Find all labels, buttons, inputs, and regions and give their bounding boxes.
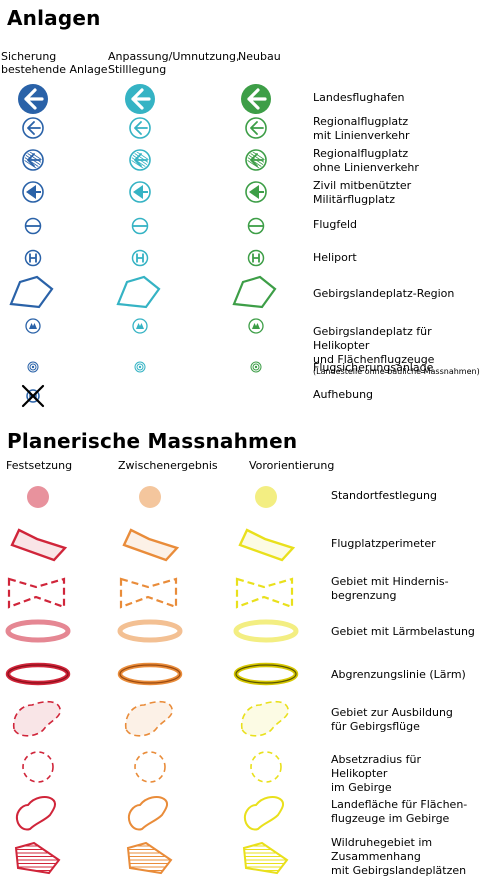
site-dot-icon (27, 486, 49, 508)
label-hindernisbegrenzung: Gebiet mit Hindernis- begrenzung (331, 575, 449, 602)
airfield-icon (131, 217, 149, 235)
label-standortfestlegung: Standortfestlegung (331, 489, 437, 502)
airfield-regional-hatched-icon (129, 149, 151, 171)
noise-boundary-icon (117, 662, 183, 686)
airfield-icon (24, 217, 42, 235)
airfield-regional-icon (245, 117, 267, 139)
perimeter-polygon-icon (10, 528, 68, 562)
training-area-icon (124, 700, 173, 737)
perimeter-polygon-icon (122, 528, 180, 562)
noise-boundary-icon (5, 662, 71, 686)
column-header-zwischenergebnis: Zwischenergebnis (118, 459, 218, 472)
label-landeflaeche: Landefläche für Flächen- flugzeuge im Ge… (331, 798, 468, 825)
drop-radius-icon (250, 751, 282, 783)
label-ausbildung-gebirgsfluege: Gebiet zur Ausbildung für Gebirgsflüge (331, 706, 453, 733)
mountain-region-polygon-icon (232, 275, 277, 309)
label-flugplatzperimeter: Flugplatzperimeter (331, 537, 436, 550)
abolition-cross-icon (21, 384, 45, 408)
mountain-region-polygon-icon (9, 275, 54, 309)
heliport-icon (24, 249, 42, 267)
air-navigation-icon (250, 361, 262, 373)
column-header-anpassung: Anpassung/Umnutzung, Stilllegung (108, 50, 240, 76)
drop-radius-icon (22, 751, 54, 783)
mountain-landing-icon (25, 318, 41, 334)
military-airfield-icon (245, 181, 267, 203)
airfield-regional-hatched-icon (245, 149, 267, 171)
column-header-vororientierung: Vororientierung (249, 459, 335, 472)
label-regional-mit: Regionalflugplatz mit Linienverkehr (313, 115, 410, 142)
label-abgrenzungslinie: Abgrenzungslinie (Lärm) (331, 668, 466, 681)
label-militaer: Zivil mitbenützter Militärflugplatz (313, 179, 412, 206)
airfield-icon (247, 217, 265, 235)
site-dot-icon (139, 486, 161, 508)
section-title-anlagen: Anlagen (7, 6, 101, 30)
perimeter-polygon-icon (238, 528, 296, 562)
mountain-landing-icon (248, 318, 264, 334)
label-regional-ohne: Regionalflugplatz ohne Linienverkehr (313, 147, 419, 174)
airport-large-icon (241, 84, 271, 114)
noise-ring-icon (5, 619, 71, 643)
label-gebirgslandeplatz-note: (Landestelle ohne bauliche Massnahmen) (313, 367, 480, 376)
heliport-icon (131, 249, 149, 267)
air-navigation-icon (134, 361, 146, 373)
airport-large-icon (18, 84, 48, 114)
training-area-icon (240, 700, 289, 737)
airport-large-icon (125, 84, 155, 114)
noise-ring-icon (117, 619, 183, 643)
column-header-bestehend: Sicherung bestehende Anlage (1, 50, 108, 76)
label-flugsicherung: Flugsicherungsanlage (313, 361, 434, 374)
column-header-neubau: Neubau (238, 50, 281, 63)
label-absetzradius: Absetzradius für Helikopter im Gebirge (331, 753, 421, 794)
military-airfield-icon (129, 181, 151, 203)
obstacle-zone-icon (235, 577, 294, 609)
drop-radius-icon (134, 751, 166, 783)
label-gebirgslandeplatz-text: Gebirgslandeplatz für Helikopter und Flä… (313, 325, 435, 366)
section-title-planerische-massnahmen: Planerische Massnahmen (7, 429, 298, 453)
heliport-icon (247, 249, 265, 267)
label-aufhebung: Aufhebung (313, 388, 374, 401)
label-laermbelastung: Gebiet mit Lärmbelastung (331, 625, 475, 638)
site-dot-icon (255, 486, 277, 508)
wildlife-area-icon (242, 841, 289, 875)
obstacle-zone-icon (119, 577, 178, 609)
military-airfield-icon (22, 181, 44, 203)
noise-boundary-icon (233, 662, 299, 686)
mountain-landing-icon (132, 318, 148, 334)
label-landesflughafen: Landesflughafen (313, 91, 405, 104)
label-flugfeld: Flugfeld (313, 218, 358, 231)
landing-area-icon (16, 796, 57, 831)
mountain-region-polygon-icon (116, 275, 161, 309)
obstacle-zone-icon (7, 577, 66, 609)
airfield-regional-icon (22, 117, 44, 139)
airfield-regional-hatched-icon (22, 149, 44, 171)
training-area-icon (12, 700, 61, 737)
airfield-regional-icon (129, 117, 151, 139)
landing-area-icon (128, 796, 169, 831)
wildlife-area-icon (14, 841, 61, 875)
wildlife-area-icon (126, 841, 173, 875)
noise-ring-icon (233, 619, 299, 643)
air-navigation-icon (27, 361, 39, 373)
label-heliport: Heliport (313, 251, 357, 264)
label-gebirgslandeplatz-region: Gebirgslandeplatz-Region (313, 287, 455, 300)
landing-area-icon (244, 796, 285, 831)
label-wildruhegebiet: Wildruhegebiet im Zusammenhang mit Gebir… (331, 836, 467, 877)
column-header-festsetzung: Festsetzung (6, 459, 73, 472)
label-gebirgslandeplatz: Gebirgslandeplatz für Helikopter und Flä… (313, 311, 480, 391)
